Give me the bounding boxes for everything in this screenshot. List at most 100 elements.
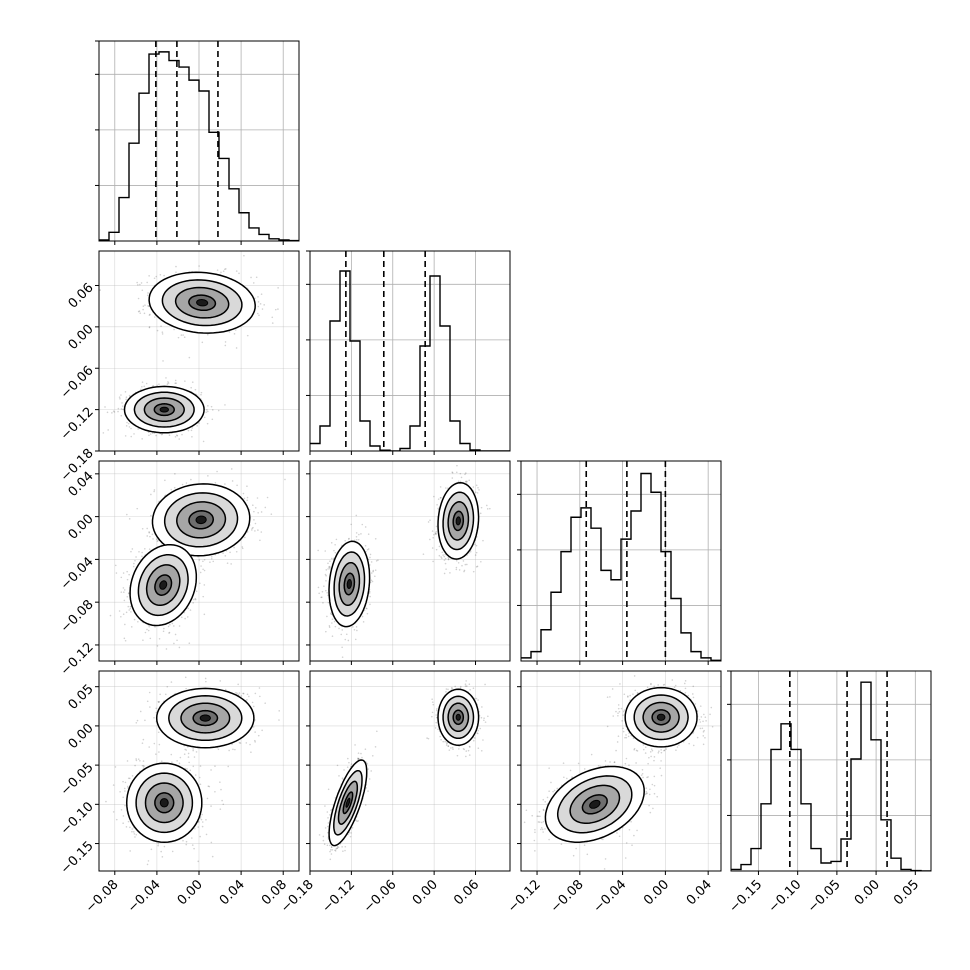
scatter-point [143, 312, 146, 315]
scatter-point [187, 607, 189, 610]
scatter-point [135, 556, 137, 558]
scatter-point [138, 310, 141, 312]
scatter-point [148, 548, 151, 550]
scatter-point [190, 386, 192, 389]
scatter-point [229, 551, 231, 554]
scatter-point [449, 572, 451, 574]
scatter-point [427, 521, 430, 523]
scatter-point [277, 308, 279, 310]
scatter-point [153, 489, 156, 491]
scatter-point [161, 433, 164, 435]
scatter-point [141, 555, 143, 558]
scatter-point [128, 609, 130, 611]
scatter-point [464, 481, 467, 483]
scatter-point [123, 637, 126, 640]
scatter-point [141, 381, 144, 383]
scatter-point [156, 384, 158, 387]
scatter-point [175, 434, 178, 436]
scatter-point [224, 341, 227, 343]
scatter-point [480, 560, 482, 563]
scatter-point [136, 507, 139, 510]
scatter-point [125, 398, 127, 401]
scatter-point [263, 304, 265, 306]
scatter-point [141, 551, 143, 554]
scatter-point [463, 570, 465, 573]
scatter-point [152, 538, 154, 540]
scatter-point [182, 334, 184, 336]
scatter-point [128, 518, 131, 520]
scatter-point [160, 433, 163, 436]
scatter-point [191, 427, 194, 429]
scatter-point [264, 506, 267, 509]
scatter-point [422, 553, 425, 555]
scatter-point [255, 276, 258, 279]
scatter-point [133, 562, 135, 565]
histogram-step [310, 270, 510, 451]
scatter-point [191, 381, 194, 383]
scatter-point [122, 613, 125, 616]
scatter-point [174, 382, 176, 384]
scatter-point [148, 531, 150, 533]
scatter-point [196, 424, 198, 427]
scatter-point [120, 414, 123, 417]
scatter-point [167, 382, 170, 384]
scatter-point [104, 406, 106, 408]
scatter-point [102, 432, 105, 434]
scatter-point [164, 479, 166, 482]
scatter-point [145, 382, 148, 385]
scatter-point [126, 595, 129, 598]
scatter-point [433, 495, 435, 498]
scatter-point [169, 623, 171, 626]
panel-content [310, 251, 510, 451]
scatter-point [462, 560, 465, 562]
scatter-point [465, 482, 468, 484]
scatter-point [173, 625, 175, 627]
scatter-point [472, 486, 475, 488]
scatter-point [459, 472, 462, 475]
scatter-point [136, 281, 138, 284]
scatter-point [150, 514, 152, 517]
scatter-point [364, 526, 367, 528]
scatter-point [117, 407, 120, 410]
scatter-point [257, 305, 260, 308]
scatter-point [191, 435, 193, 438]
scatter-point [274, 308, 277, 311]
panel-2-1 [306, 460, 511, 665]
density-peak [196, 299, 209, 307]
scatter-point [190, 429, 193, 432]
scatter-point [106, 411, 109, 414]
scatter-point [220, 271, 222, 274]
scatter-point [174, 473, 176, 475]
panel-frame [98, 460, 300, 662]
scatter-point [168, 632, 170, 634]
scatter-point [165, 377, 167, 379]
scatter-point [180, 616, 183, 619]
scatter-point [447, 558, 450, 560]
scatter-point [170, 488, 173, 491]
scatter-point [231, 480, 234, 482]
scatter-point [341, 629, 344, 631]
scatter-point [271, 322, 274, 324]
scatter-point [244, 536, 246, 539]
scatter-point [203, 558, 206, 561]
scatter-point [202, 595, 205, 598]
scatter-point [260, 511, 263, 513]
scatter-point [156, 329, 159, 332]
scatter-point [195, 590, 198, 593]
scatter-point [456, 464, 458, 467]
scatter-point [222, 270, 225, 273]
scatter-point [124, 391, 127, 393]
scatter-point [238, 272, 240, 275]
scatter-point [117, 410, 119, 413]
scatter-point [257, 301, 260, 303]
scatter-point [246, 496, 249, 499]
scatter-point [121, 402, 123, 404]
scatter-point [472, 570, 475, 573]
scatter-point [128, 426, 131, 428]
scatter-point [241, 546, 244, 548]
scatter-point [250, 529, 253, 531]
scatter-point [261, 308, 264, 310]
scatter-point [120, 408, 123, 410]
scatter-point [224, 268, 227, 270]
scatter-point [477, 486, 479, 489]
